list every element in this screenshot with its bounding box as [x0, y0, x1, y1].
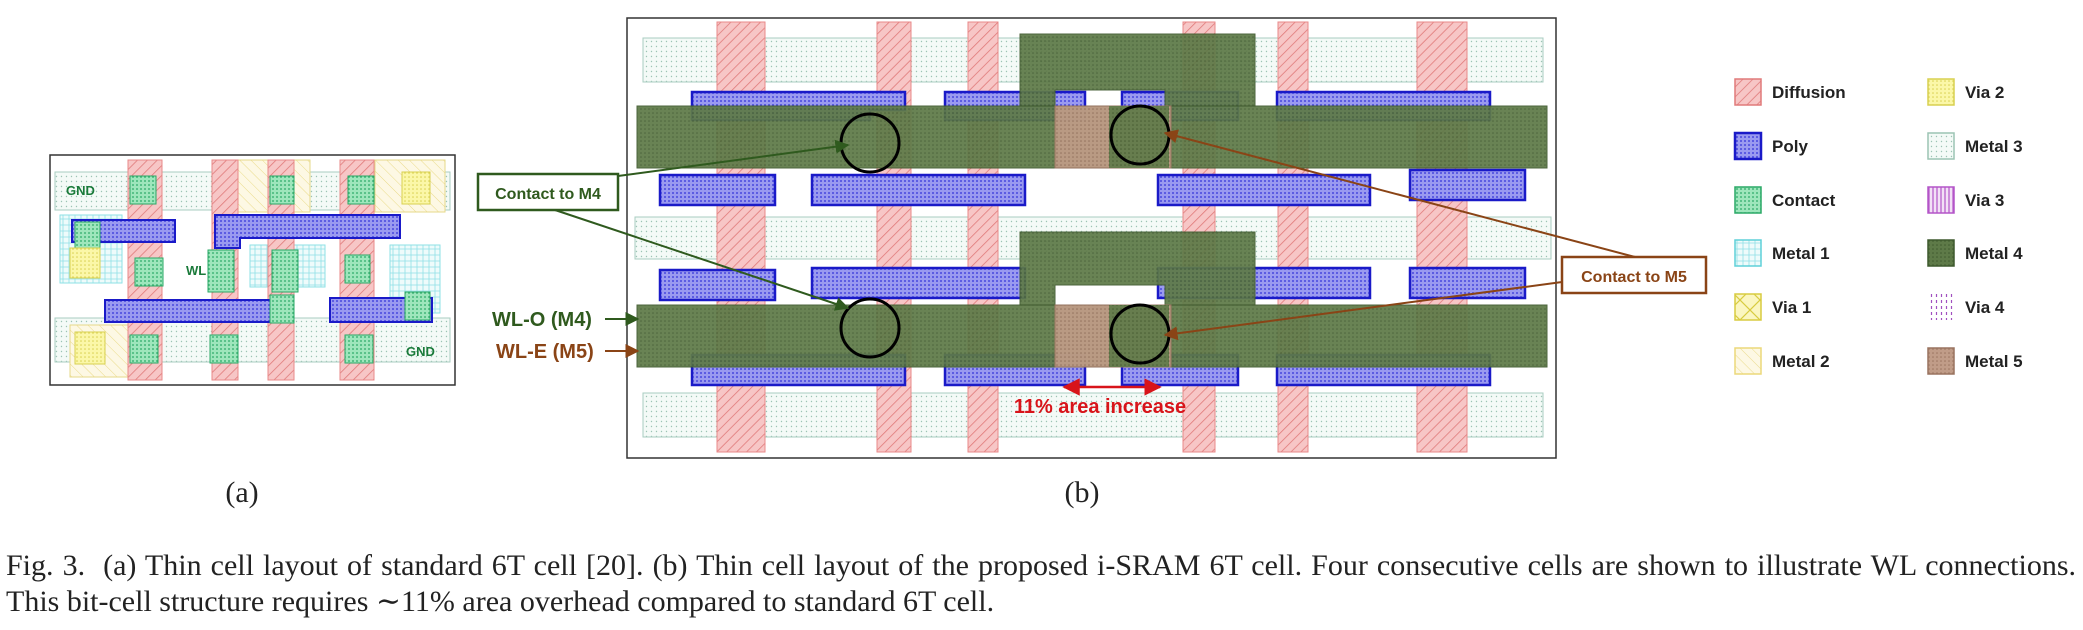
figure-number: Fig. 3. — [6, 549, 86, 582]
legend-item-via-3: Via 3 — [1927, 186, 2004, 214]
legend: Diffusion Poly Contact Metal 1 Via 1 Met… — [1733, 78, 2023, 375]
legend-label: Poly — [1772, 137, 1808, 156]
legend-item-metal-3: Metal 3 — [1927, 132, 2023, 160]
legend-item-metal-2: Metal 2 — [1734, 347, 1830, 375]
legend-item-diffusion: Diffusion — [1734, 78, 1846, 106]
legend-item-poly: Poly — [1733, 131, 1808, 161]
legend-item-via-2: Via 2 — [1927, 78, 2004, 106]
legend-label: Metal 5 — [1965, 352, 2023, 371]
gnd-bottom-label: GND — [406, 344, 435, 359]
legend-label: Metal 2 — [1772, 352, 1830, 371]
contact-m5-label: Contact to M5 — [1581, 269, 1687, 286]
figure-caption: Fig. 3. (a) Thin cell layout of standard … — [6, 548, 2076, 620]
legend-label: Via 4 — [1965, 298, 2005, 317]
legend-label: Metal 3 — [1965, 137, 2023, 156]
legend-label: Via 3 — [1965, 191, 2004, 210]
legend-item-metal-4: Metal 4 — [1927, 239, 2023, 267]
area-increase-label: 11% area increase — [1014, 396, 1186, 418]
legend-label: Via 2 — [1965, 83, 2004, 102]
panel-b-layout — [626, 17, 1557, 459]
caption-text: (a) Thin cell layout of standard 6T cell… — [6, 549, 2076, 618]
contact-m4-callout — [476, 139, 850, 311]
contact-m4-label: Contact to M4 — [495, 186, 601, 203]
gnd-top-label: GND — [66, 183, 95, 198]
wl-label: WL — [186, 263, 206, 278]
legend-item-metal-5: Metal 5 — [1927, 347, 2023, 375]
legend-label: Metal 1 — [1772, 244, 1830, 263]
legend-label: Via 1 — [1772, 298, 1811, 317]
wl-o-label: WL-O (M4) — [492, 309, 592, 331]
legend-item-metal-1: Metal 1 — [1734, 239, 1830, 267]
legend-item-via-1: Via 1 — [1734, 293, 1811, 321]
legend-label: Contact — [1772, 191, 1836, 210]
legend-label: Diffusion — [1772, 83, 1846, 102]
panel-a-label: (a) — [225, 476, 258, 509]
contact-m5-callout — [1163, 129, 1708, 341]
wl-e-label: WL-E (M5) — [496, 341, 594, 363]
legend-item-contact: Contact — [1734, 186, 1836, 214]
figure: GND GND WL — [49, 17, 2023, 509]
legend-label: Metal 4 — [1965, 244, 2023, 263]
panel-a-layout — [49, 154, 456, 386]
legend-item-via-4: Via 4 — [1928, 294, 2005, 320]
panel-b-label: (b) — [1065, 476, 1100, 509]
